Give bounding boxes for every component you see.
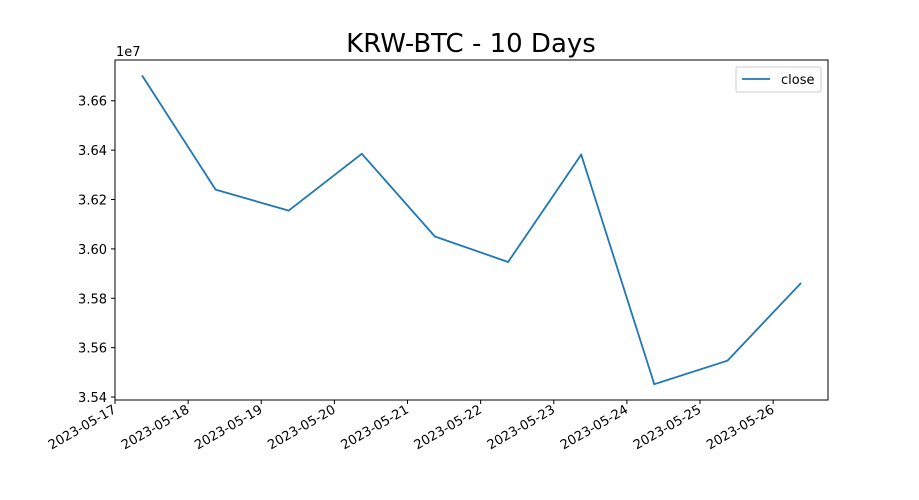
x-tick-label: 2023-05-25 — [631, 402, 704, 453]
y-tick-label: 3.64 — [78, 144, 107, 159]
x-tick-label: 2023-05-21 — [339, 402, 412, 453]
chart-title: KRW-BTC - 10 Days — [346, 29, 596, 59]
series-layer — [141, 75, 802, 386]
data-point — [580, 153, 583, 156]
plot-area-frame — [114, 59, 829, 401]
x-tick-label: 2023-05-20 — [265, 402, 338, 453]
y-tick-label: 3.56 — [78, 342, 107, 357]
data-point — [799, 282, 802, 285]
x-tick-label: 2023-05-23 — [485, 402, 558, 453]
y-tick-label: 3.62 — [78, 194, 107, 209]
x-tick-label: 2023-05-17 — [46, 402, 119, 453]
y-tick-label: 3.60 — [78, 243, 107, 258]
data-point — [507, 261, 509, 263]
series-line-close — [141, 75, 802, 386]
x-tick-label: 2023-05-22 — [412, 402, 485, 453]
data-point — [434, 235, 436, 238]
legend-label-close: close — [781, 73, 814, 88]
data-point — [360, 152, 363, 155]
data-point — [141, 75, 144, 77]
legend-box — [735, 66, 822, 93]
x-tick-label: 2023-05-19 — [192, 402, 265, 453]
y-tick-label: 3.66 — [78, 95, 107, 110]
y-axis: 3.54 3.56 3.58 3.60 3.62 3.64 3.66 — [78, 95, 115, 406]
data-point — [653, 383, 656, 386]
data-point — [214, 188, 217, 191]
x-tick-label: 2023-05-26 — [704, 402, 777, 453]
x-tick-label: 2023-05-24 — [558, 402, 631, 453]
x-axis: 2023-05-17 2023-05-18 2023-05-19 2023-05-20… — [46, 400, 777, 453]
y-axis-offset-label: 1e7 — [116, 45, 141, 60]
legend: close — [735, 66, 822, 93]
data-point — [287, 209, 290, 212]
y-tick-label: 3.58 — [78, 292, 107, 307]
x-tick-label: 2023-05-18 — [119, 402, 192, 453]
y-tick-label: 3.54 — [78, 391, 107, 406]
data-point — [726, 359, 729, 362]
